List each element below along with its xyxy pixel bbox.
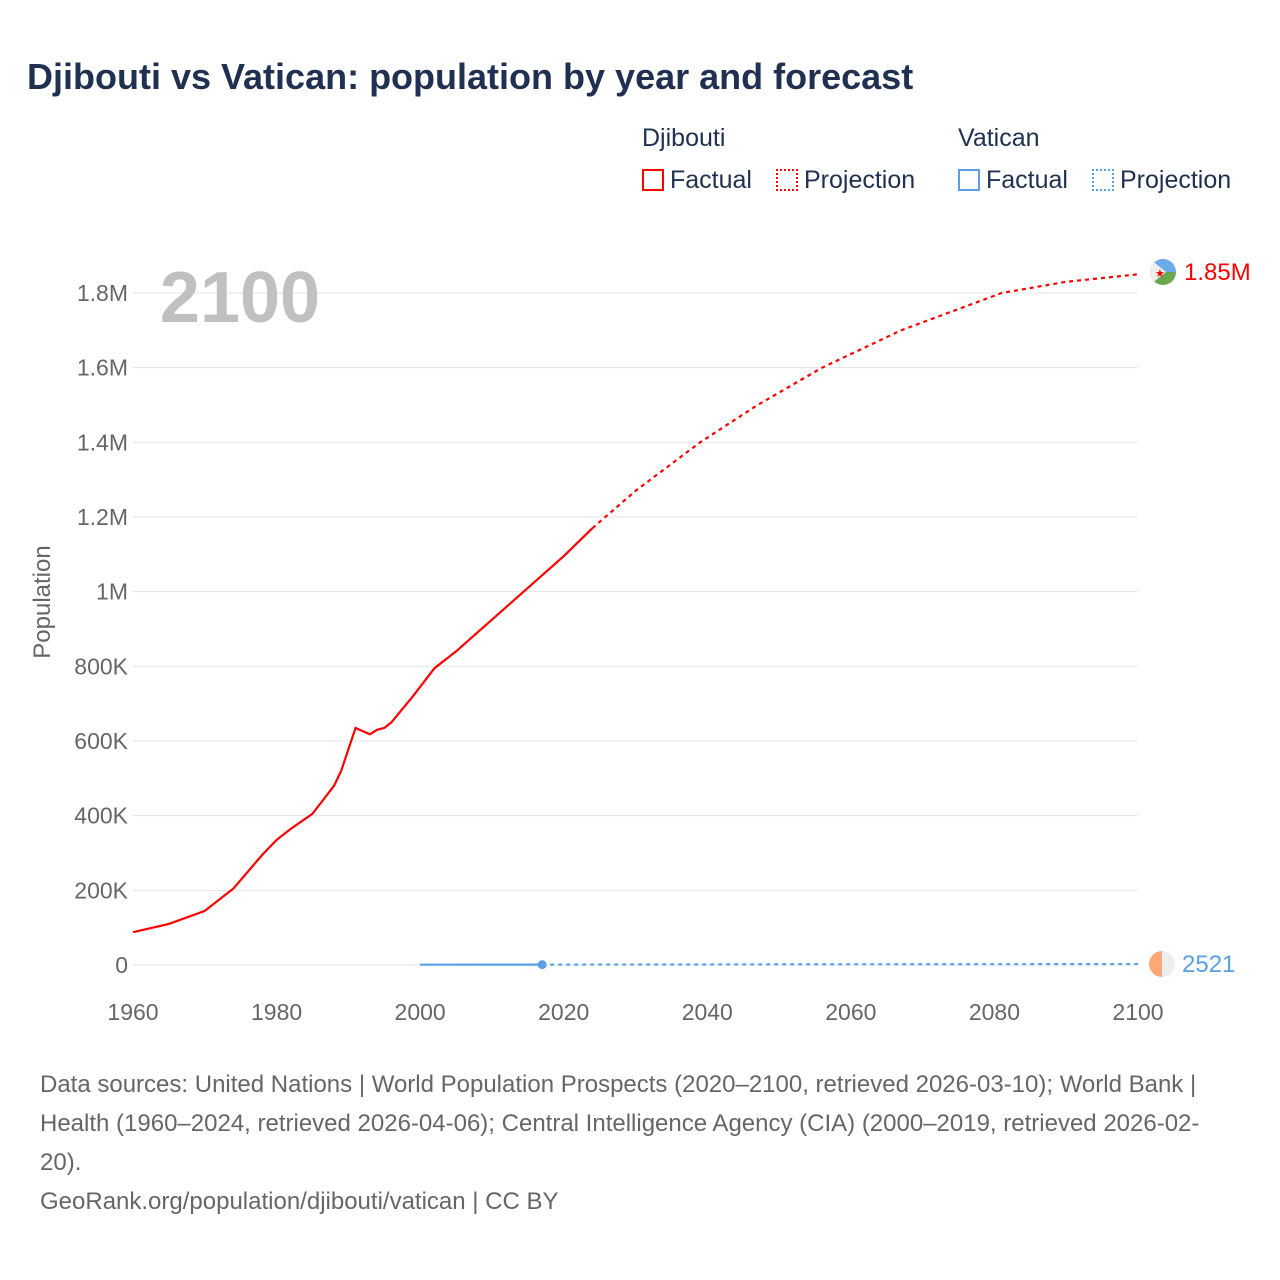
y-tick-label: 1M (96, 579, 128, 605)
swatch-icon (1092, 169, 1114, 191)
y-tick-label: 400K (74, 803, 128, 829)
vatican-flag-icon (1149, 951, 1175, 977)
legend-djibouti-factual[interactable]: Factual (642, 166, 752, 195)
year-label: 2100 (160, 258, 320, 338)
legend-djibouti-title: Djibouti (642, 124, 726, 152)
djibouti-flag-icon: ★ (1150, 259, 1176, 285)
x-tick-label: 1960 (107, 999, 158, 1025)
legend-label: Factual (986, 166, 1068, 194)
y-tick-label: 200K (74, 877, 128, 903)
y-tick-label: 1.4M (77, 429, 128, 455)
plot-area: 0 200K 400K 600K 800K 1M 1.2M 1.4M 1.6M 1.8M 1960 1… (29, 258, 1251, 1025)
legend-vatican-factual[interactable]: Factual (958, 166, 1068, 195)
vatican-projection-line[interactable] (542, 962, 1139, 966)
swatch-icon (958, 169, 980, 191)
y-tick-label: 0 (115, 952, 128, 978)
y-tick-label: 800K (74, 653, 128, 679)
legend-vatican-projection[interactable]: Projection (1092, 166, 1231, 195)
legend-vatican-title: Vatican (958, 124, 1040, 152)
vatican-end-label: 2521 (1182, 951, 1235, 978)
legend-label: Projection (1120, 166, 1232, 194)
y-tick-label: 1.2M (77, 504, 128, 530)
x-tick-label: 2100 (1112, 999, 1163, 1025)
x-tick-label: 2000 (395, 999, 446, 1025)
footer: Data sources: United Nations | World Pop… (40, 1065, 1240, 1221)
y-tick-label: 1.8M (77, 280, 128, 306)
vatican-marker[interactable] (537, 960, 547, 970)
svg-text:★: ★ (1155, 268, 1165, 280)
legend-label: Projection (804, 166, 916, 194)
djibouti-factual-line[interactable] (132, 527, 594, 934)
y-tick-label: 600K (74, 728, 128, 754)
x-tick-label: 1980 (251, 999, 302, 1025)
x-tick-label: 2060 (825, 999, 876, 1025)
legend-label: Factual (670, 166, 752, 194)
y-axis-label: Population (29, 545, 56, 658)
swatch-icon (776, 169, 798, 191)
x-tick-label: 2020 (538, 999, 589, 1025)
y-tick-label: 1.6M (77, 355, 128, 381)
swatch-icon (642, 169, 664, 191)
data-sources: Data sources: United Nations | World Pop… (40, 1071, 1200, 1176)
x-tick-label: 2080 (969, 999, 1020, 1025)
source-link[interactable]: GeoRank.org/population/djibouti/vatican … (40, 1188, 559, 1215)
x-tick-label: 2040 (682, 999, 733, 1025)
legend-djibouti-projection[interactable]: Projection (776, 166, 915, 195)
djibouti-projection-line[interactable] (591, 273, 1139, 530)
chart-title: Djibouti vs Vatican: population by year … (27, 56, 914, 97)
djibouti-end-label: 1.85M (1184, 259, 1251, 286)
